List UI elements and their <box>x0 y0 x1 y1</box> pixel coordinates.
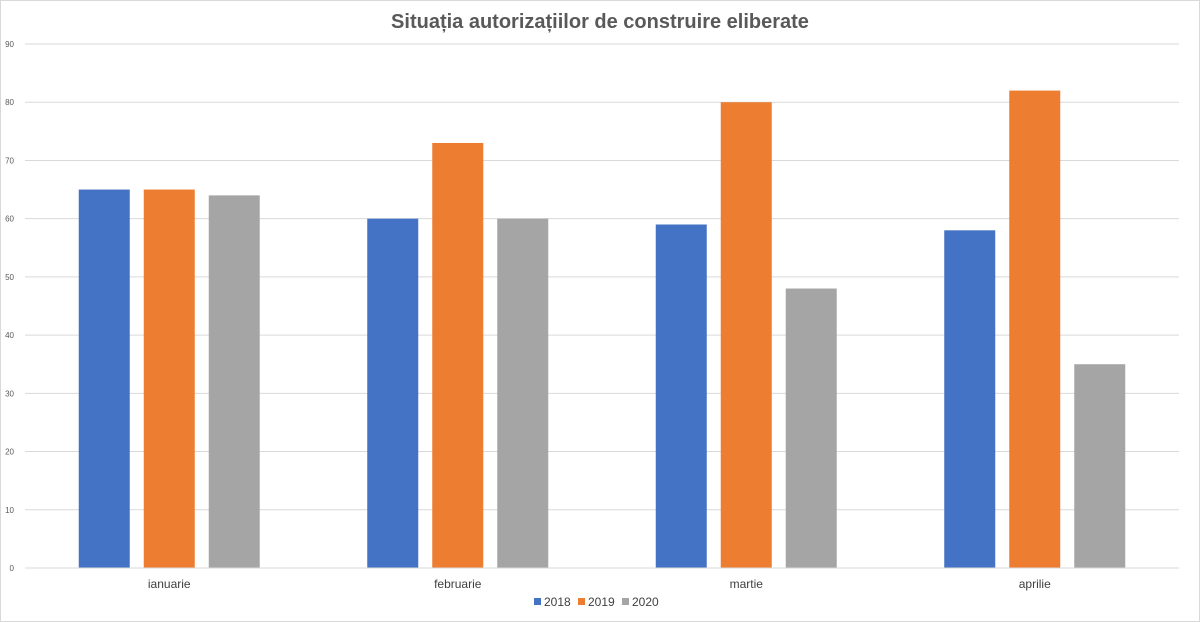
y-tick-label: 90 <box>5 40 14 49</box>
legend-swatch-2020 <box>622 598 629 605</box>
x-category-label: martie <box>730 577 764 591</box>
bar-2018-februarie <box>367 218 419 568</box>
y-tick-label: 50 <box>5 273 14 282</box>
legend-swatch-2019 <box>578 598 585 605</box>
bars <box>78 90 1126 569</box>
bar-2018-ianuarie <box>78 189 130 569</box>
y-tick-label: 80 <box>5 98 14 107</box>
bar-2020-februarie <box>497 218 549 568</box>
bar-2018-martie <box>655 224 707 568</box>
bar-2018-aprilie <box>944 230 996 569</box>
y-tick-label: 10 <box>5 506 14 515</box>
y-tick-label: 60 <box>5 215 14 224</box>
legend-label: 2020 <box>632 595 659 609</box>
legend: 2018 2019 2020 <box>534 595 659 609</box>
chart-title: Situația autorizațiilor de construire el… <box>391 11 809 33</box>
bar-2019-aprilie <box>1009 90 1061 569</box>
y-tick-label: 0 <box>10 564 15 573</box>
y-tick-label: 70 <box>5 156 14 165</box>
bar-2019-martie <box>720 102 772 568</box>
bar-2020-ianuarie <box>208 195 260 568</box>
bar-2020-aprilie <box>1074 364 1126 568</box>
bar-2019-ianuarie <box>143 189 195 569</box>
legend-label: 2018 <box>544 595 571 609</box>
y-axis-tick-labels: 0 10 20 30 40 50 60 70 80 90 <box>5 40 14 573</box>
bar-2019-februarie <box>432 142 484 568</box>
legend-swatch-2018 <box>534 598 541 605</box>
gridlines <box>25 43 1179 511</box>
y-tick-label: 40 <box>5 331 14 340</box>
bar-2020-martie <box>785 288 837 568</box>
x-category-label: aprilie <box>1019 577 1051 591</box>
x-category-label: februarie <box>434 577 482 591</box>
legend-label: 2019 <box>588 595 615 609</box>
x-axis-category-labels: ianuarie februarie martie aprilie <box>148 577 1051 591</box>
x-category-label: ianuarie <box>148 577 191 591</box>
y-tick-label: 30 <box>5 389 14 398</box>
y-tick-label: 20 <box>5 448 14 457</box>
